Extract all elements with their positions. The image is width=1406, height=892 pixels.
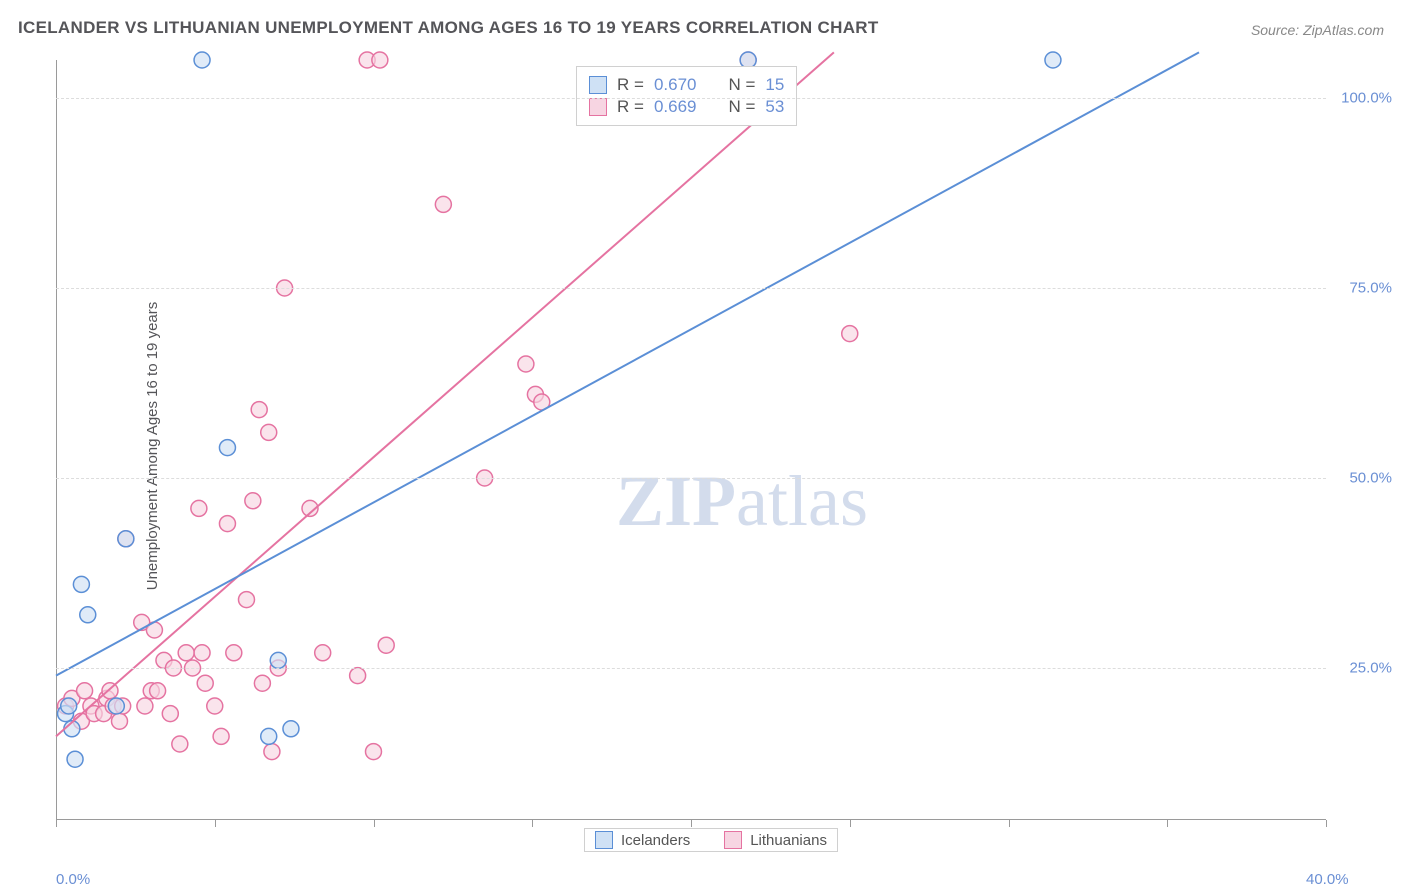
stat-N-value: 15	[765, 75, 784, 95]
scatter-plot	[56, 60, 1326, 820]
data-point	[251, 402, 267, 418]
data-point	[73, 576, 89, 592]
x-tick	[1167, 820, 1168, 827]
x-tick	[1009, 820, 1010, 827]
chart-title: ICELANDER VS LITHUANIAN UNEMPLOYMENT AMO…	[18, 18, 879, 38]
source-credit: Source: ZipAtlas.com	[1251, 22, 1384, 38]
data-point	[219, 440, 235, 456]
data-point	[162, 706, 178, 722]
x-tick	[215, 820, 216, 827]
data-point	[191, 500, 207, 516]
data-point	[150, 683, 166, 699]
data-point	[108, 698, 124, 714]
data-point	[197, 675, 213, 691]
data-point	[518, 356, 534, 372]
data-point	[213, 728, 229, 744]
data-point	[207, 698, 223, 714]
y-tick-label: 75.0%	[1349, 280, 1392, 297]
x-tick	[1326, 820, 1327, 827]
data-point	[254, 675, 270, 691]
data-point	[378, 637, 394, 653]
legend-label: Lithuanians	[750, 832, 827, 849]
bottom-legend: Icelanders Lithuanians	[584, 828, 838, 852]
stats-row: R = 0.669 N = 53	[589, 97, 784, 117]
stats-legend: R = 0.670 N = 15 R = 0.669 N = 53	[576, 66, 797, 126]
stat-N-value: 53	[765, 97, 784, 117]
x-tick	[56, 820, 57, 827]
x-tick	[850, 820, 851, 827]
data-point	[350, 668, 366, 684]
data-point	[372, 52, 388, 68]
data-point	[194, 645, 210, 661]
stat-R-label: R =	[617, 97, 644, 117]
data-point	[261, 728, 277, 744]
data-point	[239, 592, 255, 608]
data-point	[270, 652, 286, 668]
grid-line	[56, 98, 1326, 99]
data-point	[77, 683, 93, 699]
x-tick-label: 40.0%	[1306, 871, 1349, 888]
data-point	[112, 713, 128, 729]
data-point	[366, 744, 382, 760]
data-point	[261, 424, 277, 440]
x-tick	[691, 820, 692, 827]
stats-row: R = 0.670 N = 15	[589, 75, 784, 95]
stat-R-value: 0.670	[654, 75, 697, 95]
legend-item: Icelanders	[595, 831, 690, 849]
legend-swatch	[589, 76, 607, 94]
legend-label: Icelanders	[621, 832, 690, 849]
data-point	[1045, 52, 1061, 68]
data-point	[137, 698, 153, 714]
y-tick-label: 50.0%	[1349, 470, 1392, 487]
data-point	[245, 493, 261, 509]
x-tick	[532, 820, 533, 827]
stat-R-value: 0.669	[654, 97, 697, 117]
legend-swatch	[724, 831, 742, 849]
data-point	[172, 736, 188, 752]
data-point	[226, 645, 242, 661]
x-tick	[374, 820, 375, 827]
data-point	[842, 326, 858, 342]
grid-line	[56, 288, 1326, 289]
y-tick-label: 25.0%	[1349, 660, 1392, 677]
data-point	[435, 196, 451, 212]
stat-R-label: R =	[617, 75, 644, 95]
data-point	[194, 52, 210, 68]
legend-swatch	[595, 831, 613, 849]
trend-line	[56, 52, 834, 736]
grid-line	[56, 668, 1326, 669]
y-tick-label: 100.0%	[1341, 90, 1392, 107]
data-point	[219, 516, 235, 532]
data-point	[178, 645, 194, 661]
legend-swatch	[589, 98, 607, 116]
data-point	[264, 744, 280, 760]
data-point	[61, 698, 77, 714]
chart-area: ZIPatlas R =0.670N =15R =0.669N =53 Icel…	[56, 60, 1326, 820]
x-tick-label: 0.0%	[56, 871, 90, 888]
stat-N-label: N =	[728, 75, 755, 95]
stat-N-label: N =	[728, 97, 755, 117]
grid-line	[56, 478, 1326, 479]
data-point	[118, 531, 134, 547]
trend-line	[56, 52, 1199, 675]
data-point	[283, 721, 299, 737]
data-point	[80, 607, 96, 623]
data-point	[67, 751, 83, 767]
legend-item: Lithuanians	[724, 831, 827, 849]
data-point	[315, 645, 331, 661]
